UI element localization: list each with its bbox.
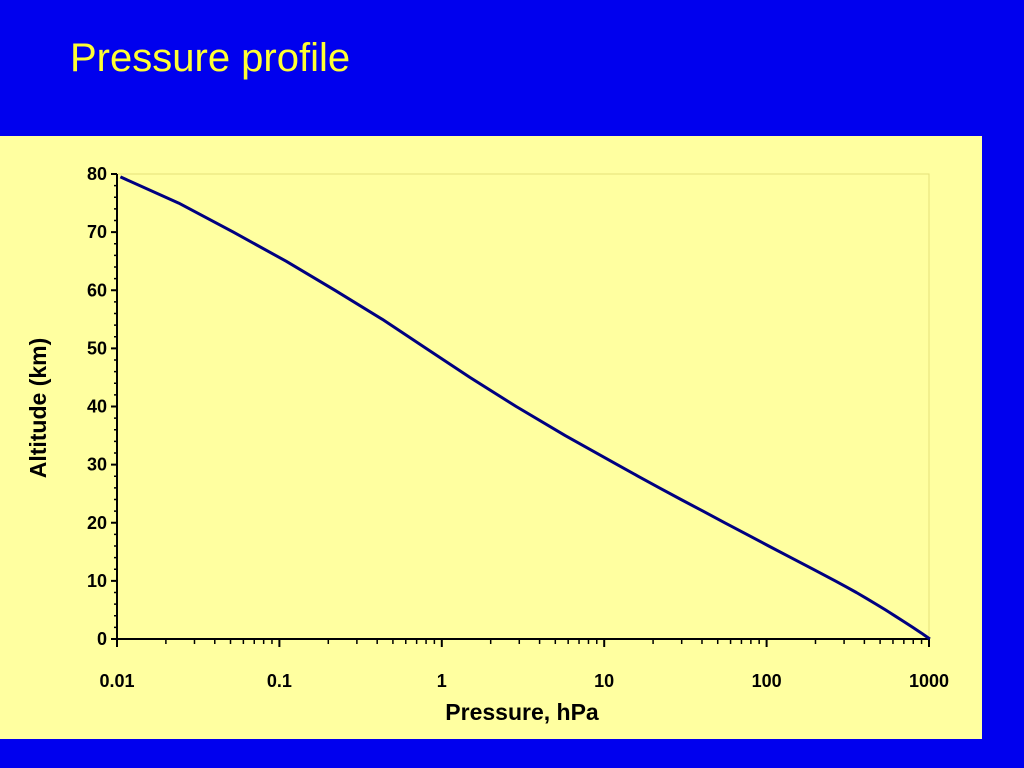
x-tick-label: 1 [437,671,447,691]
y-tick-label: 80 [87,164,107,184]
y-tick-label: 30 [87,455,107,475]
y-tick-label: 20 [87,513,107,533]
y-tick-label: 40 [87,397,107,417]
pressure-altitude-chart: 0 10 20 30 40 50 60 70 80 0.01 0.1 1 10 100 1000 Press… [25,164,949,725]
x-tick-label: 1000 [909,671,949,691]
y-axis-title: Altitude (km) [25,338,51,479]
y-tick-label: 60 [87,280,107,300]
plot-area-border [116,173,930,640]
x-tick-label: 0.01 [99,671,134,691]
x-axis-title: Pressure, hPa [445,699,599,725]
slide-title: Pressure profile [70,36,351,80]
y-tick-label: 0 [97,629,107,649]
x-tick-label: 10 [594,671,614,691]
chart-panel: 0 10 20 30 40 50 60 70 80 0.01 0.1 1 10 100 1000 Press… [0,136,982,739]
x-tick-label: 0.1 [267,671,292,691]
y-tick-label: 10 [87,571,107,591]
x-tick-label: 100 [752,671,782,691]
y-tick-label: 70 [87,222,107,242]
y-tick-label: 50 [87,338,107,358]
pressure-profile-line [119,175,931,641]
